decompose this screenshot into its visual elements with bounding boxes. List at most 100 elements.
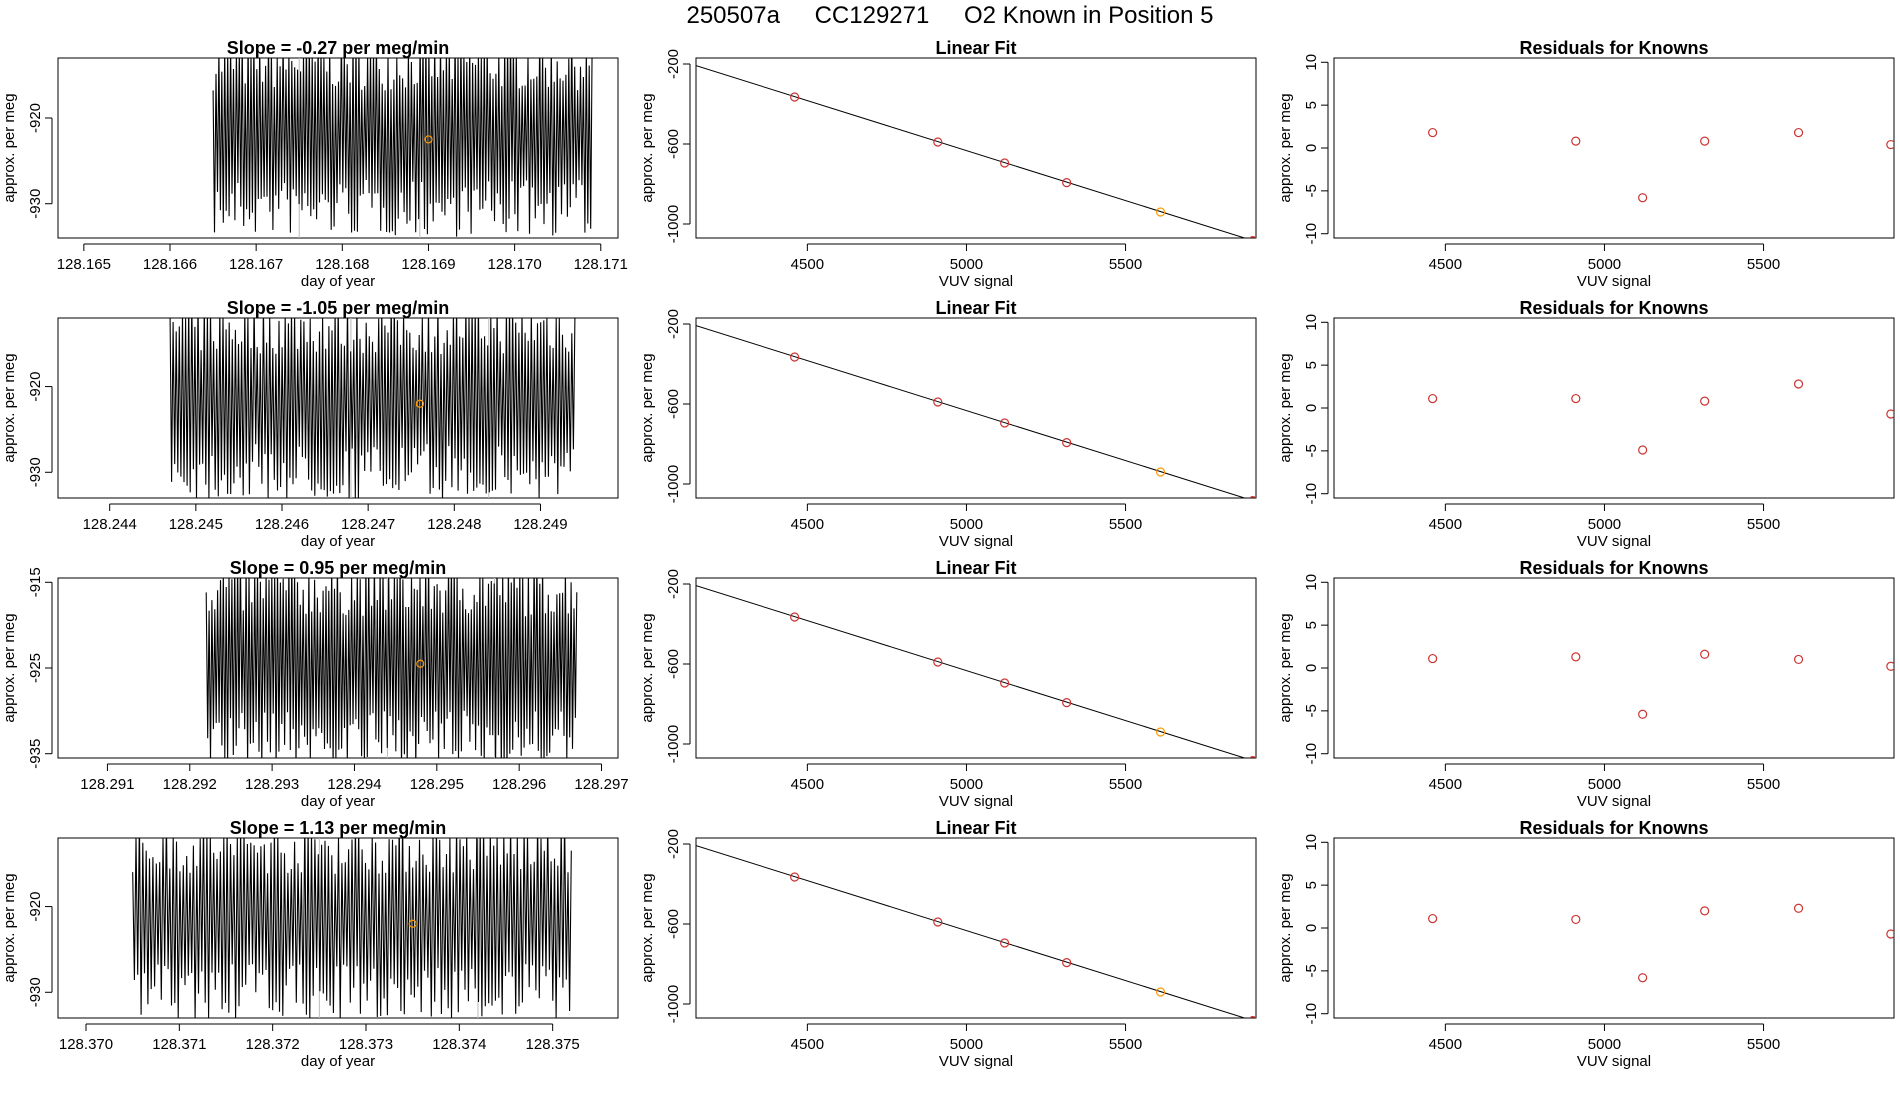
data-point [1428,653,1438,664]
panel-2-1: Linear Fit 4500 5000 5500 VUV signal -200 -600… [639,558,1257,810]
data-point [1428,393,1438,404]
y-tick-label: -930 [27,189,44,219]
x-tick-label: 128.373 [339,1036,393,1053]
y-tick-label: 10 [1303,574,1320,591]
data-point [790,612,800,622]
data-point [933,137,943,147]
x-tick-label: 4500 [1429,256,1462,273]
x-tick-label: 128.246 [255,516,309,533]
y-tick-label: 0 [1303,144,1320,152]
x-axis-label: VUV signal [1577,1053,1651,1070]
x-axis-label: VUV signal [1577,273,1651,290]
data-point [1428,127,1438,138]
y-tick-label: -10 [1303,223,1320,245]
plot-area [132,838,572,1018]
plot-frame [57,57,619,239]
x-tick-label: 5500 [1109,516,1142,533]
y-tick-label: -920 [27,103,44,133]
panel-1-2: Residuals for Knowns 4500 5000 5500 VUV sign… [1277,298,1895,550]
x-tick-label: 5500 [1109,256,1142,273]
panel-0-1: Linear Fit 4500 5000 5500 VUV signal -200 -600… [639,38,1257,290]
plot-frame [695,837,1257,1019]
cylinder-id: CC129271 [814,2,930,29]
plot-frame [1333,57,1895,239]
plot-frame [695,317,1257,499]
y-tick-label: -5 [1303,184,1320,197]
x-tick-label: 128.371 [152,1036,206,1053]
data-point [1428,913,1438,924]
y-tick-label: -930 [27,457,44,487]
x-tick-label: 5000 [1588,776,1621,793]
x-tick-label: 128.244 [83,516,137,533]
fit-line [696,65,1247,238]
x-tick-label: 5000 [950,516,983,533]
figure-title: 250507a CC129271 O2 Known in Position 5 [0,2,1900,30]
y-tick-label: -10 [1303,743,1320,765]
x-tick-label: 4500 [1429,1036,1462,1053]
data-point [1700,396,1710,406]
y-tick-label: -200 [665,829,682,859]
data-point [1700,906,1710,916]
x-tick-label: 128.294 [327,776,381,793]
x-tick-label: 5000 [1588,516,1621,533]
data-point [1062,957,1072,968]
y-axis-label: approx. per meg [639,873,656,982]
x-axis-label: day of year [301,1053,375,1070]
y-axis-label: approx. per meg [1277,873,1294,982]
data-point [1000,678,1010,688]
timeseries-line [169,318,576,498]
y-tick-label: -600 [665,129,682,159]
data-point [1062,438,1072,448]
plot-area [696,845,1256,1018]
x-tick-label: 128.169 [401,256,455,273]
y-tick-label: -925 [27,653,44,683]
x-tick-label: 5500 [1747,516,1780,533]
y-tick-label: 10 [1303,54,1320,71]
y-tick-label: -920 [27,892,44,922]
y-tick-label: -930 [27,977,44,1007]
data-point [1000,418,1010,428]
data-point [1249,756,1256,758]
x-tick-label: 128.170 [487,256,541,273]
panel-0-0: Slope = -0.27 per meg/min 128.165 128.166 1… [1,38,628,290]
y-tick-label: -10 [1303,483,1320,505]
panel-2-2: Residuals for Knowns 4500 5000 5500 VUV sign… [1277,558,1895,810]
x-tick-label: 5500 [1109,776,1142,793]
x-tick-label: 5000 [1588,1036,1621,1053]
timeseries-line [132,838,572,1018]
y-tick-label: 5 [1303,881,1320,889]
panel-title: Slope = 0.95 per meg/min [230,558,447,578]
data-point [1638,709,1648,719]
y-axis-label: approx. per meg [1277,93,1294,202]
panel-title: Slope = -0.27 per meg/min [227,38,450,58]
panel-1-0: Slope = -1.05 per meg/min 128.244 128.245 1… [1,298,619,550]
plot-area [1428,649,1894,719]
x-axis-label: day of year [301,273,375,290]
timeseries-line [205,578,578,758]
fit-line [696,325,1247,498]
x-tick-label: 128.249 [513,516,567,533]
panel-3-1: Linear Fit 4500 5000 5500 VUV signal -200 -600… [639,818,1257,1070]
panel-1-1: Linear Fit 4500 5000 5500 VUV signal -200 -600… [639,298,1257,550]
plot-area [1428,903,1894,983]
x-axis-label: VUV signal [939,793,1013,810]
data-point [790,352,800,362]
data-point [1886,929,1894,939]
panel-title: Slope = 1.13 per meg/min [230,818,447,838]
y-tick-label: -600 [665,909,682,939]
plot-frame [695,57,1257,239]
y-tick-label: -200 [665,49,682,79]
plot-area [169,318,576,498]
x-tick-label: 5500 [1747,1036,1780,1053]
data-point [1638,445,1648,455]
x-axis-label: VUV signal [1577,533,1651,550]
data-point [1000,158,1010,168]
x-tick-label: 128.296 [492,776,546,793]
y-axis-label: approx. per meg [1,873,18,982]
x-tick-label: 5500 [1109,1036,1142,1053]
x-tick-label: 4500 [1429,516,1462,533]
panel-title: Linear Fit [935,558,1016,578]
panel-title: Slope = -1.05 per meg/min [227,298,450,318]
known-marker [424,135,433,144]
x-axis-label: day of year [301,533,375,550]
